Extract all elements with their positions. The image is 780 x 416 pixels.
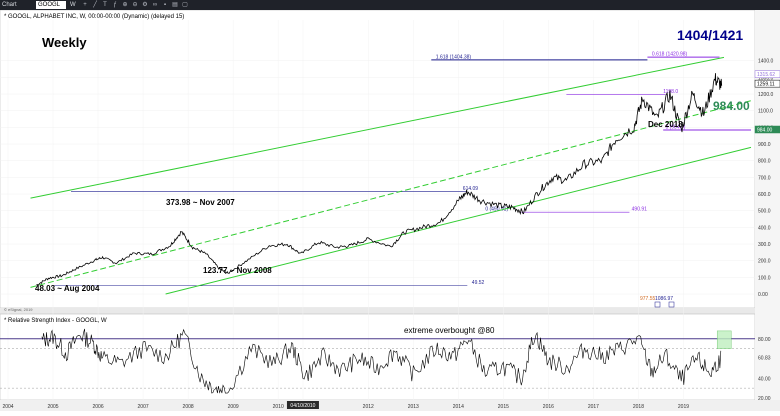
level-label: 49.52: [472, 280, 485, 286]
rsi-panel-header: * Relative Strength Index - GOOGL, W: [4, 318, 107, 324]
price-series-line: [36, 73, 723, 286]
rsi-y-tick-label: 60.83: [758, 356, 771, 362]
y-tick-label: 800.0: [758, 159, 771, 165]
x-tick-label: 2012: [363, 404, 374, 410]
expand-icon[interactable]: ▢: [182, 2, 188, 8]
x-tick-label: 2006: [92, 404, 103, 410]
level-label: 0.618 (1420.98): [652, 52, 688, 58]
rsi-y-tick-label: 20.00: [758, 396, 771, 402]
annotation-label: 123.77 ~ Nov 2008: [203, 266, 272, 275]
level-label: 1198.0: [663, 89, 678, 95]
x-tick-label: 04/10/2010: [290, 403, 315, 409]
y-tick-label: 400.0: [758, 225, 771, 231]
lock-icon[interactable]: ▪: [163, 2, 167, 8]
chart-area[interactable]: 1.618 (1404.38) 0.618 (1420.98) 1198.0 0 (9…: [0, 9, 780, 411]
x-tick-label: 2016: [543, 404, 554, 410]
x-tick-label: 2010: [273, 404, 284, 410]
rsi-series-line: [41, 328, 722, 394]
price-tag-label: 1259.11: [757, 82, 775, 88]
x-tick-label: 2017: [588, 404, 599, 410]
y-tick-label: 900.0: [758, 142, 771, 148]
chart-svg[interactable]: 1.618 (1404.38) 0.618 (1420.98) 1198.0 0 (9…: [0, 9, 780, 411]
price-tag: [754, 70, 780, 78]
rsi-y-tick-label: 40.00: [758, 376, 771, 382]
small-label: 977.55: [640, 296, 656, 302]
annotation-label: Dec 2018: [648, 120, 683, 129]
x-tick-label: 2014: [453, 404, 464, 410]
crosshair-icon[interactable]: +: [83, 2, 87, 8]
channel-line-upper: [30, 56, 725, 199]
level-label: 1.618 (1404.38): [436, 54, 472, 60]
channel-line-lower: [165, 146, 752, 295]
draw-line-icon[interactable]: ╱: [93, 2, 97, 8]
y-tick-label: 300.0: [758, 242, 771, 248]
price-tag-label: 1315.62: [757, 72, 775, 78]
y-tick-label: 200.0: [758, 259, 771, 265]
channel-line-middle: [30, 100, 752, 288]
x-tick-label: 2007: [138, 404, 149, 410]
y-tick-label: 100.0: [758, 275, 771, 281]
x-tick-label: 2004: [2, 404, 13, 410]
small-label: 1086.97: [655, 296, 673, 302]
y-tick-label: 600.0: [758, 192, 771, 198]
event-marker-icon[interactable]: [668, 301, 675, 308]
symbol-input[interactable]: GOOGL: [36, 1, 66, 9]
time-axis[interactable]: [0, 400, 780, 411]
price-tag: [754, 125, 780, 134]
y-tick-label: 500.0: [758, 209, 771, 215]
print-icon[interactable]: ▤: [172, 2, 178, 8]
level-label: 0 (984.0): [665, 125, 685, 131]
y-tick-label: 1200.0: [758, 92, 774, 98]
x-tick-label: 2015: [498, 404, 509, 410]
interval-button[interactable]: W: [70, 2, 76, 8]
app-label: Chart: [2, 2, 17, 8]
studies-icon[interactable]: ƒ: [113, 2, 117, 8]
annotation-label: 373.98 ~ Nov 2007: [166, 198, 235, 207]
zoom-in-icon[interactable]: ⊕: [122, 2, 128, 8]
y-tick-label: 1300.0: [758, 75, 774, 81]
x-tick-label: 2019: [678, 404, 689, 410]
event-marker-icon[interactable]: [654, 301, 661, 308]
y-tick-label: 700.0: [758, 175, 771, 181]
price-tag-label: 984.00: [757, 128, 773, 134]
x-tick-label: 2009: [228, 404, 239, 410]
annotation-label: 48.03 ~ Aug 2004: [35, 284, 100, 293]
level-label: 490.91: [632, 207, 648, 213]
price-tag: [754, 79, 780, 88]
settings-icon[interactable]: ⚙: [142, 2, 148, 8]
level-label: 614.09: [463, 186, 479, 192]
annotation-label: 984.00: [713, 99, 750, 113]
y-tick-label: 1400.0: [758, 59, 774, 65]
link-icon[interactable]: ∞: [152, 2, 158, 8]
panel-divider[interactable]: [0, 308, 780, 314]
rsi-annotation: extreme overbought @80: [404, 326, 495, 335]
watermark: © eSignal, 2019: [4, 307, 33, 312]
y-tick-label: 1100.0: [758, 109, 773, 115]
x-tick-label: 2008: [183, 404, 194, 410]
zoom-out-icon[interactable]: ⊖: [132, 2, 138, 8]
chart-title: Weekly: [42, 35, 87, 50]
x-tick-label: 2005: [47, 404, 58, 410]
text-tool-icon[interactable]: T: [103, 2, 107, 8]
level-label: 0 (490.91): [485, 207, 508, 213]
x-tick-label: 2018: [633, 404, 644, 410]
annotation-label: 1404/1421: [677, 27, 743, 43]
rsi-y-tick-label: 80.00: [758, 337, 771, 343]
overbought-zone-box: [716, 330, 732, 349]
crosshair-date-box: [286, 401, 319, 409]
price-panel-header: * GOOGL, ALPHABET INC, W, 00:00-00:00 (D…: [4, 14, 184, 20]
y-tick-label: 0.00: [758, 292, 768, 298]
x-tick-label: 2013: [408, 404, 419, 410]
